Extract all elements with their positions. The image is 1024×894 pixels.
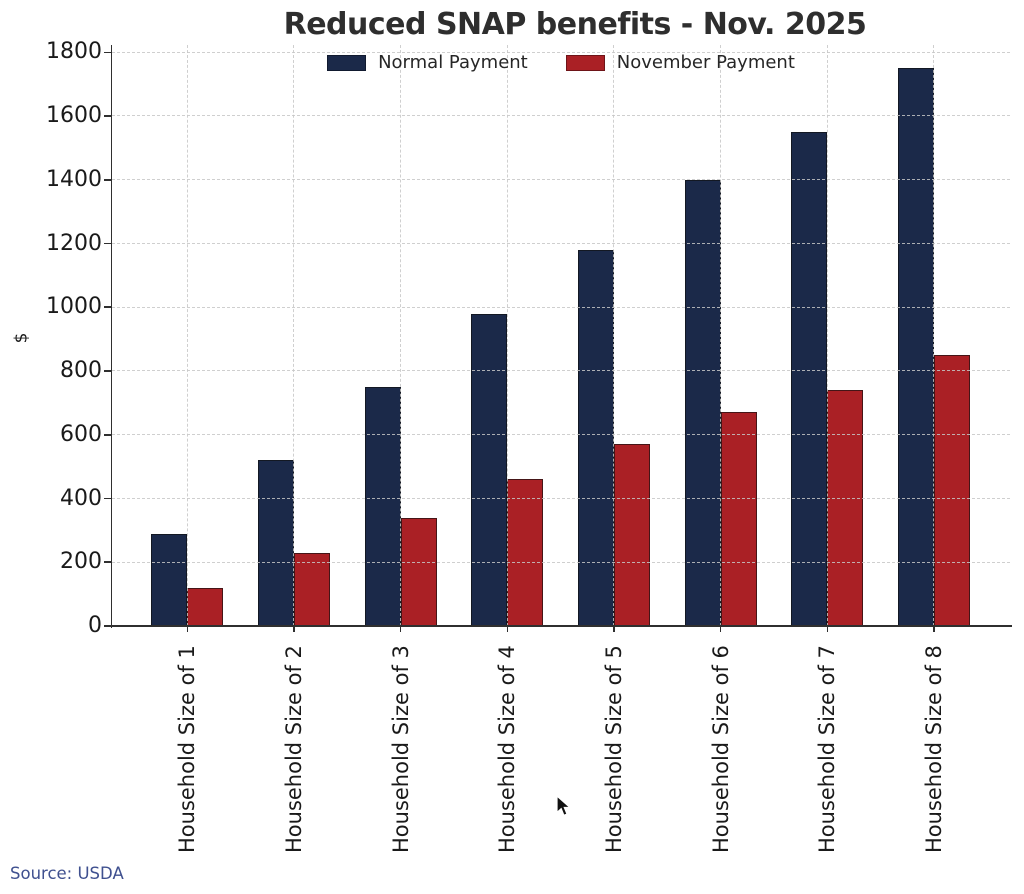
y-gridline-1400 [112, 179, 1010, 181]
y-gridline-400 [112, 497, 1010, 499]
bar-november-1 [187, 587, 224, 626]
normal-payment-swatch-icon [327, 54, 367, 71]
legend-item-november-payment: November Payment [565, 52, 795, 73]
y-tick-label-1800: 1800 [46, 39, 102, 65]
x-axis-spine [110, 625, 1012, 627]
x-gridline-5 [613, 45, 615, 626]
y-tick-600 [104, 433, 111, 436]
y-gridline-600 [112, 434, 1010, 436]
x-gridline-2 [293, 45, 295, 626]
bar-november-6 [720, 412, 757, 626]
y-tick-1600 [104, 115, 111, 117]
x-tick-label-7: Household Size of 7 [815, 645, 840, 853]
y-tick-label-1600: 1600 [46, 103, 102, 129]
mouse-cursor [556, 794, 572, 817]
bar-normal-8 [897, 68, 934, 626]
y-tick-label-1000: 1000 [46, 294, 102, 320]
bar-november-8 [933, 355, 970, 626]
y-tick-400 [104, 497, 111, 500]
chart-title: Reduced SNAP benefits - Nov. 2025 [283, 7, 867, 42]
bar-normal-7 [791, 131, 828, 626]
x-tick-7 [826, 626, 829, 632]
x-tick-label-4: Household Size of 4 [495, 645, 520, 853]
y-gridline-200 [112, 561, 1010, 563]
x-gridline-4 [506, 45, 508, 626]
bar-november-5 [613, 444, 650, 626]
bar-november-4 [507, 479, 544, 626]
x-tick-label-1: Household Size of 1 [175, 645, 200, 853]
y-tick-label-0: 0 [88, 613, 102, 638]
x-tick-2 [293, 626, 295, 632]
y-tick-label-200: 200 [60, 549, 102, 575]
x-tick-label-3: Household Size of 3 [388, 645, 413, 853]
x-tick-6 [719, 626, 722, 632]
x-tick-label-6: Household Size of 6 [708, 645, 733, 853]
y-gridline-1600 [112, 115, 1010, 117]
y-axis-spine [110, 45, 113, 628]
legend-item-normal-payment: Normal Payment [327, 52, 528, 73]
bar-normal-3 [364, 386, 401, 626]
bar-normal-4 [471, 313, 508, 626]
x-tick-5 [613, 626, 615, 632]
bar-normal-2 [257, 460, 294, 626]
y-tick-1800 [104, 51, 111, 54]
y-gridline-1000 [112, 306, 1010, 308]
bar-november-2 [293, 552, 330, 626]
x-tick-label-8: Household Size of 8 [921, 645, 946, 853]
november-payment-swatch-icon [565, 54, 605, 71]
y-tick-800 [104, 370, 111, 372]
legend-label-normal-payment: Normal Payment [378, 52, 528, 73]
x-tick-8 [933, 626, 935, 632]
bar-normal-1 [151, 533, 188, 626]
y-gridline-1200 [112, 242, 1010, 244]
bar-november-7 [827, 390, 864, 626]
x-tick-4 [506, 626, 509, 632]
y-tick-1000 [104, 306, 111, 309]
y-tick-200 [104, 561, 111, 564]
x-tick-1 [186, 626, 189, 632]
bar-november-3 [400, 517, 437, 626]
x-tick-3 [399, 626, 402, 632]
y-tick-0 [104, 625, 111, 627]
source-note: Source: USDA [10, 864, 124, 883]
x-gridline-1 [186, 45, 188, 626]
y-tick-label-800: 800 [60, 358, 102, 384]
y-tick-1200 [104, 242, 111, 245]
y-tick-label-1400: 1400 [46, 166, 102, 192]
y-tick-label-400: 400 [60, 485, 102, 511]
bar-normal-6 [684, 179, 721, 626]
x-gridline-6 [719, 45, 721, 626]
bar-normal-5 [577, 249, 614, 626]
legend-label-november-payment: November Payment [616, 52, 795, 73]
x-tick-label-5: Household Size of 5 [601, 645, 626, 853]
x-gridline-8 [933, 45, 935, 626]
y-tick-label-600: 600 [60, 421, 102, 447]
y-tick-label-1200: 1200 [46, 230, 102, 256]
y-tick-1400 [104, 178, 111, 181]
x-gridline-7 [826, 45, 828, 626]
y-gridline-800 [112, 370, 1010, 372]
x-gridline-3 [399, 45, 401, 626]
x-tick-label-2: Household Size of 2 [281, 645, 306, 853]
y-gridline-1800 [112, 51, 1010, 53]
chart-legend: Normal Payment November Payment [112, 52, 1010, 73]
